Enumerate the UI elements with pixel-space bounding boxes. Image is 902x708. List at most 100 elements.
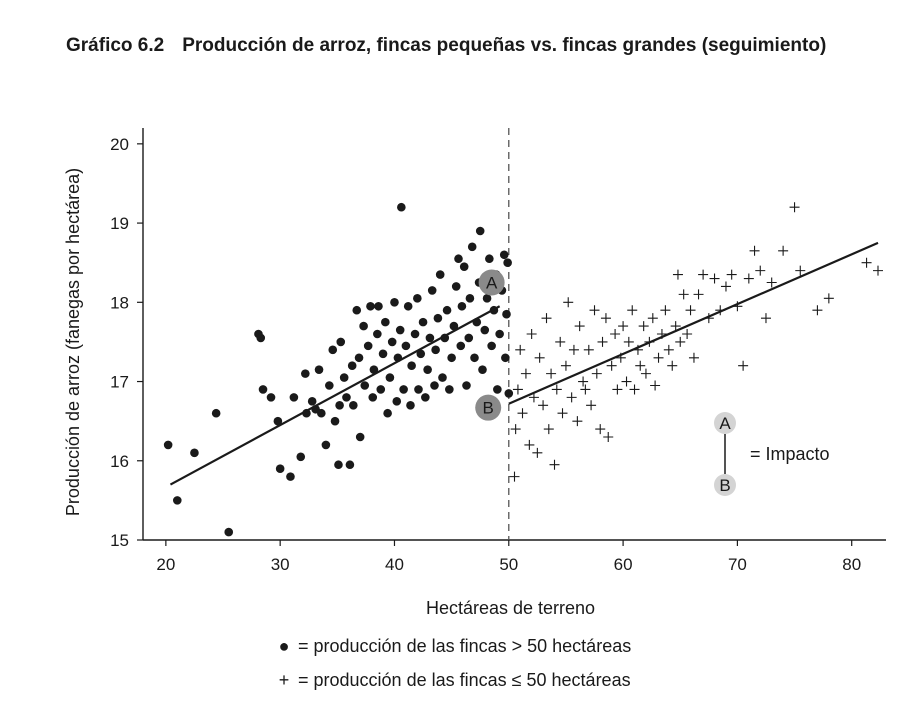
dot-point	[501, 353, 510, 363]
dot-point	[190, 448, 199, 458]
x-tick-label: 20	[156, 555, 175, 574]
plus-point	[578, 376, 589, 387]
y-tick-label: 16	[110, 452, 129, 471]
dot-point	[414, 385, 423, 394]
dot-point	[289, 393, 299, 402]
plus-point	[589, 305, 600, 316]
dot-point	[433, 313, 443, 323]
x-axis-label: Hectáreas de terreno	[426, 598, 595, 618]
dot-point	[467, 242, 477, 252]
plus-point	[675, 336, 686, 347]
dot-point	[470, 353, 479, 363]
dot-point	[482, 294, 492, 303]
plus-icon: +	[278, 670, 290, 690]
marker-a-label: A	[486, 274, 498, 293]
dot-point	[503, 258, 512, 267]
dot-point	[342, 393, 351, 402]
dot-point	[347, 361, 357, 370]
fit-line-large	[169, 305, 501, 486]
plus-point	[606, 360, 617, 371]
plus-point	[572, 416, 583, 427]
chart-title: Gráfico 6.2 Producción de arroz, fincas p…	[66, 34, 866, 57]
dot-point	[442, 305, 452, 315]
dot-point	[321, 440, 331, 450]
plus-point	[678, 289, 689, 300]
dot-point	[368, 393, 378, 402]
dot-point	[459, 262, 469, 271]
dot-point	[325, 381, 334, 390]
y-tick-label: 20	[110, 135, 129, 154]
dot-point	[354, 353, 364, 363]
plus-point	[512, 384, 523, 395]
plus-point	[660, 305, 671, 316]
plus-point	[543, 424, 554, 435]
dot-point	[407, 361, 416, 370]
dot-point	[413, 294, 422, 303]
plus-point	[618, 321, 629, 332]
plus-point	[672, 269, 683, 280]
plus-point	[682, 329, 693, 339]
dot-point	[317, 408, 326, 418]
dot-point	[421, 393, 430, 402]
plus-point	[688, 352, 699, 363]
plus-point	[685, 305, 696, 316]
dot-point	[314, 365, 324, 374]
plus-point	[693, 289, 704, 300]
plus-point	[640, 368, 651, 379]
plus-point	[823, 293, 834, 304]
dot-point	[464, 333, 474, 343]
marker-a-circle	[478, 269, 505, 296]
dot-point	[406, 401, 415, 410]
dot-point	[273, 416, 283, 426]
dot-point	[416, 349, 426, 359]
dot-point	[435, 270, 445, 279]
dot-point	[172, 496, 182, 505]
plus-point	[534, 352, 545, 363]
dot-point	[451, 282, 461, 291]
dot-point	[376, 385, 386, 394]
dot-point	[275, 464, 285, 473]
dot-point	[399, 385, 408, 394]
dot-point	[431, 345, 440, 355]
plus-point	[627, 305, 638, 316]
dot-point	[504, 389, 514, 398]
dot-point	[487, 341, 496, 351]
dot-point	[387, 337, 397, 347]
plus-point	[555, 336, 566, 347]
dot-point	[454, 254, 463, 264]
plus-point	[563, 297, 574, 308]
dot-point	[360, 381, 370, 390]
dot-point	[456, 341, 466, 351]
dot-point	[363, 341, 373, 351]
dot-point	[425, 333, 435, 343]
dot-point	[423, 365, 432, 374]
x-tick-label: 40	[385, 555, 404, 574]
plus-point	[720, 281, 731, 292]
plus-point	[650, 380, 661, 391]
dot-point	[403, 301, 413, 311]
dot-point	[266, 393, 276, 402]
dot-point	[480, 325, 490, 335]
dot-point	[410, 329, 420, 339]
plus-point	[520, 368, 531, 379]
dot-point	[447, 353, 456, 363]
dot-point	[335, 401, 344, 410]
dot-point	[449, 321, 459, 331]
plus-point	[738, 360, 749, 371]
plus-point	[591, 368, 602, 379]
dot-point	[390, 298, 399, 307]
dot-icon: ●	[278, 636, 290, 656]
impact-b-label: B	[719, 476, 730, 495]
plus-point	[597, 336, 608, 347]
plus-point	[670, 321, 681, 332]
plus-point	[647, 313, 658, 324]
plus-point	[546, 368, 557, 379]
dot-point	[418, 317, 428, 327]
marker-b-label: B	[483, 399, 494, 418]
dot-point	[286, 472, 295, 481]
dot-point	[256, 333, 266, 343]
dot-point	[478, 365, 487, 374]
plus-point	[580, 384, 591, 395]
plus-point	[560, 360, 571, 371]
